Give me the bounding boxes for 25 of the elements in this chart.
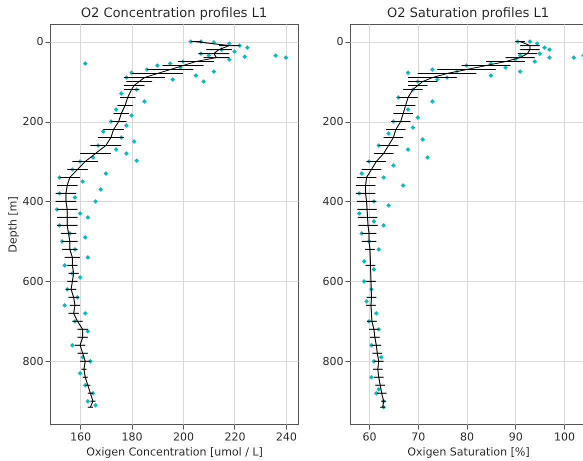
x-tick-label: 80 bbox=[460, 430, 474, 444]
chart-title: O2 Saturation profiles L1 bbox=[386, 6, 550, 21]
x-axis-title: Oxigen Concentration [umol / L] bbox=[86, 446, 263, 458]
y-axis-title: Depth [m] bbox=[6, 196, 20, 253]
x-tick-label: 160 bbox=[70, 430, 92, 444]
x-tick-label: 90 bbox=[508, 430, 523, 444]
y-tick-label: 600 bbox=[22, 274, 44, 288]
y-tick-label: 200 bbox=[22, 115, 44, 128]
y-tick-label: 800 bbox=[22, 354, 44, 368]
y-tick-label: 0 bbox=[36, 35, 44, 48]
y-tick-label: 200 bbox=[322, 115, 344, 128]
y-tick-label: 400 bbox=[22, 194, 44, 208]
chart-title: O2 Concentration profiles L1 bbox=[80, 6, 268, 21]
x-tick-label: 240 bbox=[276, 430, 297, 444]
x-tick-label: 100 bbox=[554, 430, 576, 444]
x-tick-label: 180 bbox=[122, 430, 143, 444]
y-tick-label: 400 bbox=[322, 194, 344, 208]
x-tick-label: 200 bbox=[173, 430, 194, 444]
y-tick-label: 0 bbox=[336, 35, 344, 48]
x-tick-label: 220 bbox=[224, 430, 246, 444]
y-tick-label: 800 bbox=[322, 354, 344, 368]
x-tick-label: 60 bbox=[362, 430, 377, 444]
x-tick-label: 70 bbox=[411, 430, 426, 444]
x-axis-title: Oxigen Saturation [%] bbox=[407, 446, 530, 458]
y-tick-label: 600 bbox=[322, 274, 344, 288]
